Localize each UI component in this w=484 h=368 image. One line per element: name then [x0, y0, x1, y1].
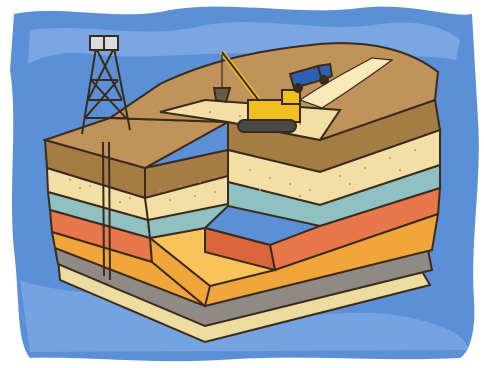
pit-floor	[148, 235, 212, 308]
oil-derrick-icon	[81, 35, 131, 281]
dump-truck-icon	[288, 62, 334, 93]
excavator-icon	[212, 50, 301, 133]
sand-texture	[69, 111, 416, 203]
pit-orange-wall	[204, 226, 277, 272]
